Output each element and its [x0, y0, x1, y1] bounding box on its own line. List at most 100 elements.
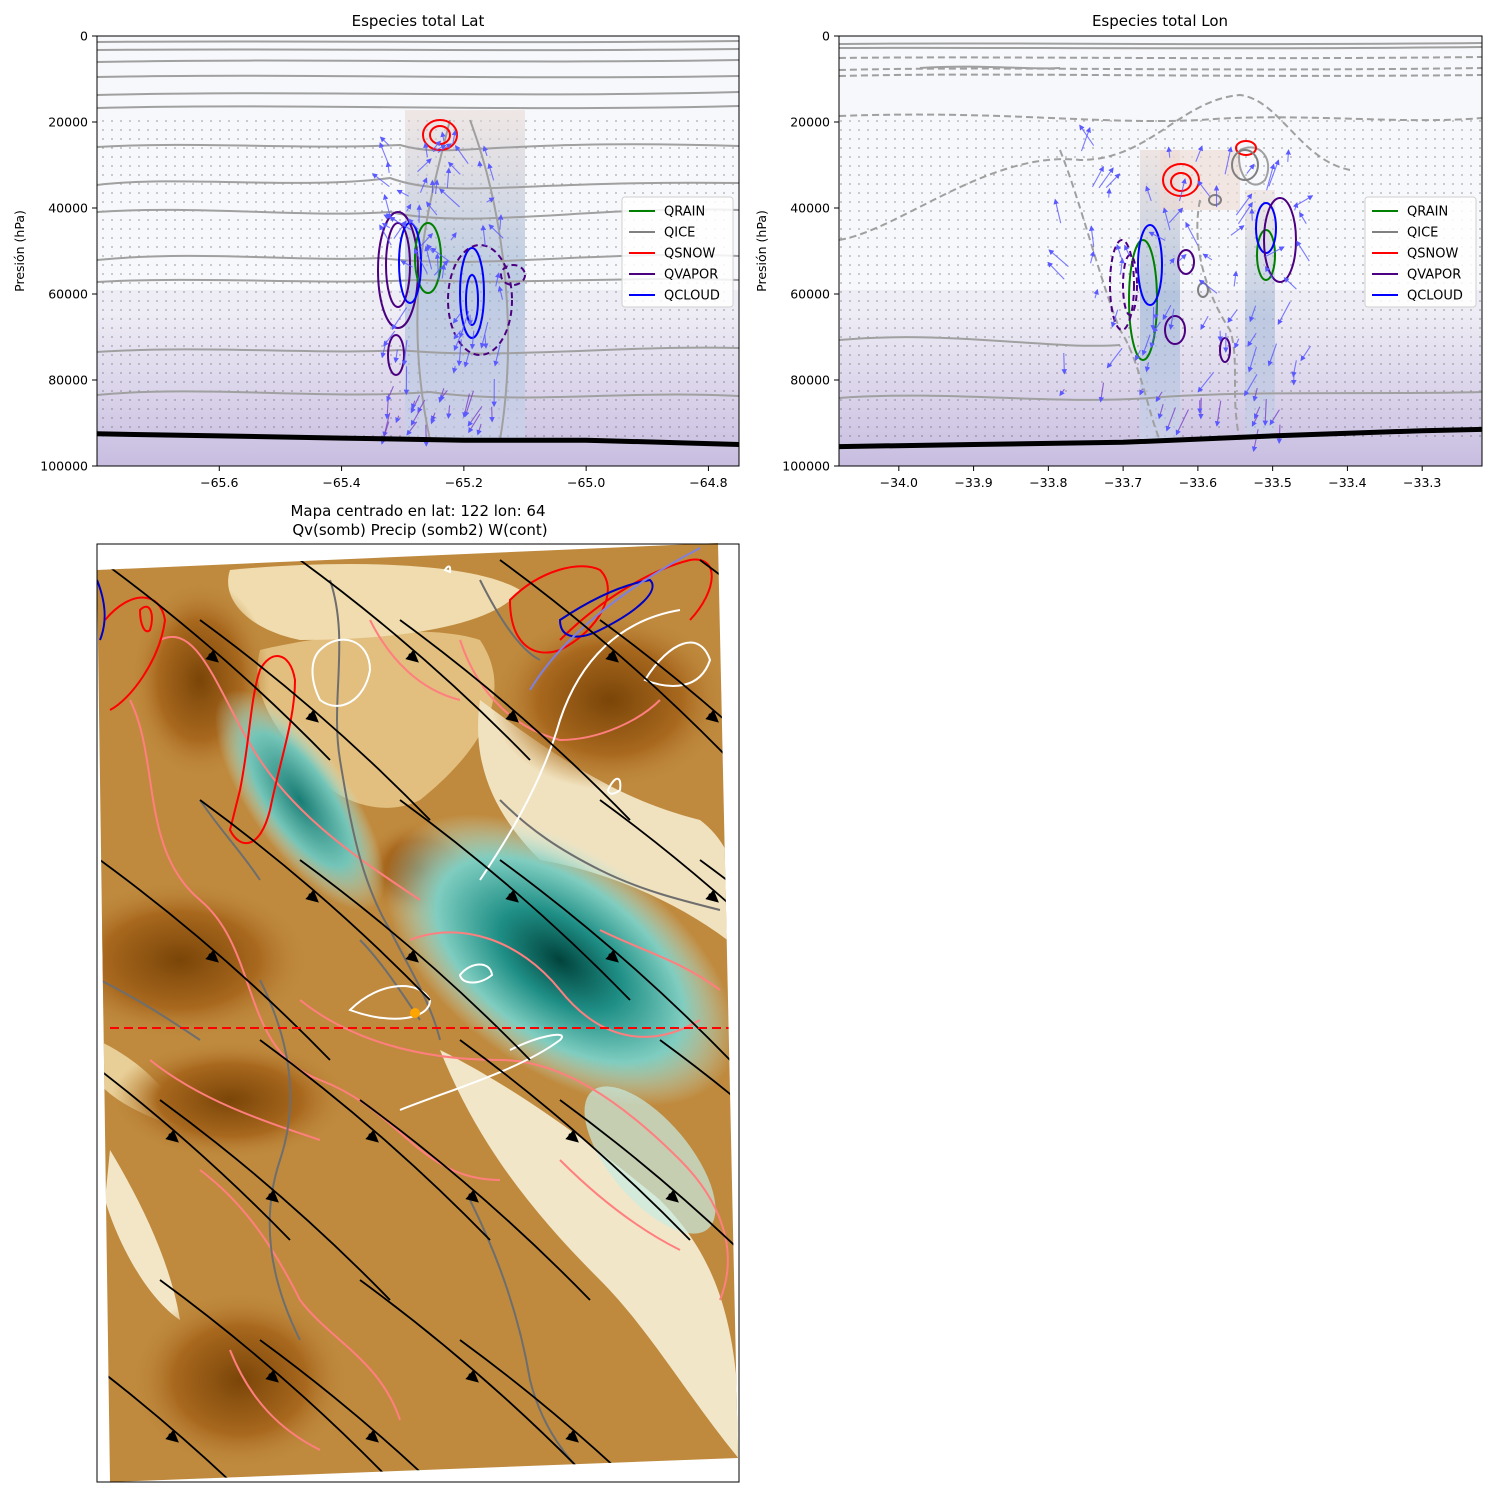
- wind-vector: [419, 177, 428, 193]
- wind-vector: [1237, 201, 1253, 225]
- streamline-arrow: [505, 709, 519, 723]
- y-tick-label: 40000: [790, 201, 830, 216]
- streamline: [199, 799, 431, 1001]
- map-title: Mapa centrado en lat: 122 lon: 64: [290, 502, 545, 520]
- streamline: [399, 619, 631, 821]
- streamline-arrow: [605, 649, 619, 663]
- wind-vector: [1252, 387, 1258, 402]
- y-tick-label: 100000: [40, 459, 88, 474]
- wind-vector: [1047, 261, 1065, 280]
- wind-vector: [482, 334, 489, 349]
- streamline: [359, 1099, 591, 1301]
- panel-lon-qvapor-contour: [1164, 197, 1297, 363]
- wind-vector: [1178, 178, 1187, 202]
- legend-label-qrain: QRAIN: [1407, 205, 1448, 220]
- wind-vector: [477, 160, 483, 168]
- wind-vector: [1166, 146, 1172, 158]
- wind-vector: [1148, 231, 1166, 241]
- wind-vector: [379, 142, 390, 167]
- x-tick-label: −33.8: [1029, 475, 1067, 490]
- wind-vector: [424, 245, 433, 270]
- legend-label-qsnow: QSNOW: [1407, 247, 1458, 262]
- wind-vector: [1195, 145, 1203, 162]
- y-tick-label: 80000: [48, 373, 88, 388]
- wind-vector: [410, 408, 422, 426]
- map-grey-contours: [99, 579, 721, 1471]
- wind-vector: [452, 365, 458, 374]
- wind-vector: [1224, 146, 1233, 175]
- wind-vector: [1265, 246, 1285, 258]
- streamline-arrow: [265, 1189, 279, 1203]
- x-tick-label: −65.4: [322, 475, 360, 490]
- wind-vector: [1105, 173, 1121, 189]
- panel-lat-y-axis: 0 20000 40000 60000 80000 100000: [40, 29, 97, 474]
- wind-vector: [1168, 207, 1184, 224]
- wind-vector: [1144, 362, 1151, 373]
- wind-vector: [1141, 334, 1151, 356]
- wind-vector: [391, 307, 408, 331]
- wind-vector: [1178, 254, 1187, 262]
- streamline-arrow: [305, 889, 319, 903]
- panel-lon-x-axis: −34.0 −33.9 −33.8 −33.7 −33.6 −33.5 −33.4 −33.3: [880, 466, 1441, 490]
- legend-box: [621, 196, 734, 308]
- wind-vector: [1269, 409, 1280, 426]
- wind-vector: [423, 424, 429, 447]
- wind-vector: [1247, 346, 1257, 373]
- panel-lat-y-label: Presión (hPa): [12, 210, 27, 292]
- wind-vector: [400, 260, 413, 268]
- wind-vector: [1053, 198, 1062, 224]
- legend-box: [1364, 196, 1477, 308]
- wind-vector: [1091, 165, 1104, 188]
- wind-vector: [386, 385, 394, 402]
- wind-vector: [430, 247, 450, 262]
- wind-vector: [1152, 321, 1161, 334]
- wind-vector: [440, 131, 446, 141]
- map-subtitle: Qv(somb) Precip (somb2) W(cont): [292, 521, 547, 539]
- wind-vector: [1247, 332, 1257, 347]
- x-tick-label: −33.6: [1179, 475, 1217, 490]
- streamline: [499, 559, 731, 761]
- panel-lon-plot-area: [839, 36, 1482, 466]
- panel-lat-qrain-contour: [414, 222, 442, 294]
- wind-vector: [396, 189, 410, 197]
- wind-vector: [1249, 305, 1257, 323]
- wind-vector: [445, 167, 452, 189]
- y-tick-label: 80000: [790, 373, 830, 388]
- x-tick-label: −64.8: [689, 475, 727, 490]
- streamline-arrow: [465, 1189, 479, 1203]
- panel-lat-legend: QRAIN QICE QSNOW QVAPOR QCLOUD: [621, 196, 734, 308]
- streamline-arrow: [769, 1134, 777, 1141]
- panel-lat-title: Especies total Lat: [352, 12, 485, 30]
- legend-label-qice: QICE: [1407, 226, 1438, 241]
- streamline: [99, 859, 331, 1061]
- wind-vector: [1059, 388, 1065, 397]
- wind-vector: [480, 224, 487, 247]
- panel-lat-surface-line: [97, 431, 739, 447]
- wind-vector: [423, 142, 429, 158]
- wind-vector: [1110, 309, 1119, 328]
- wind-vector: [486, 197, 495, 203]
- streamline-arrow: [809, 954, 817, 961]
- panel-lat-frame: [96, 35, 740, 467]
- wind-vector: [1080, 126, 1091, 152]
- panel-lat-qvapor-contour: [377, 211, 419, 376]
- panel-lon-surface-line: [839, 426, 1482, 450]
- streamline-arrow: [465, 1369, 479, 1383]
- wind-vector: [1277, 301, 1291, 325]
- wind-vector: [1165, 407, 1176, 432]
- streamline: [699, 859, 738, 1061]
- streamline: [599, 619, 738, 821]
- wind-vector: [430, 416, 436, 425]
- streamline-arrow: [605, 949, 619, 963]
- panel-lon-frame: [838, 35, 1483, 467]
- x-tick-label: −33.5: [1253, 475, 1291, 490]
- streamline: [559, 1099, 738, 1301]
- wind-vector: [1197, 180, 1211, 197]
- y-tick-label: 100000: [782, 459, 830, 474]
- streamline-arrow: [305, 709, 319, 723]
- x-tick-label: −33.4: [1328, 475, 1366, 490]
- wind-vector: [1202, 253, 1213, 261]
- streamline-arrow: [205, 649, 219, 663]
- wind-vector: [454, 145, 469, 165]
- streamline: [97, 1339, 291, 1482]
